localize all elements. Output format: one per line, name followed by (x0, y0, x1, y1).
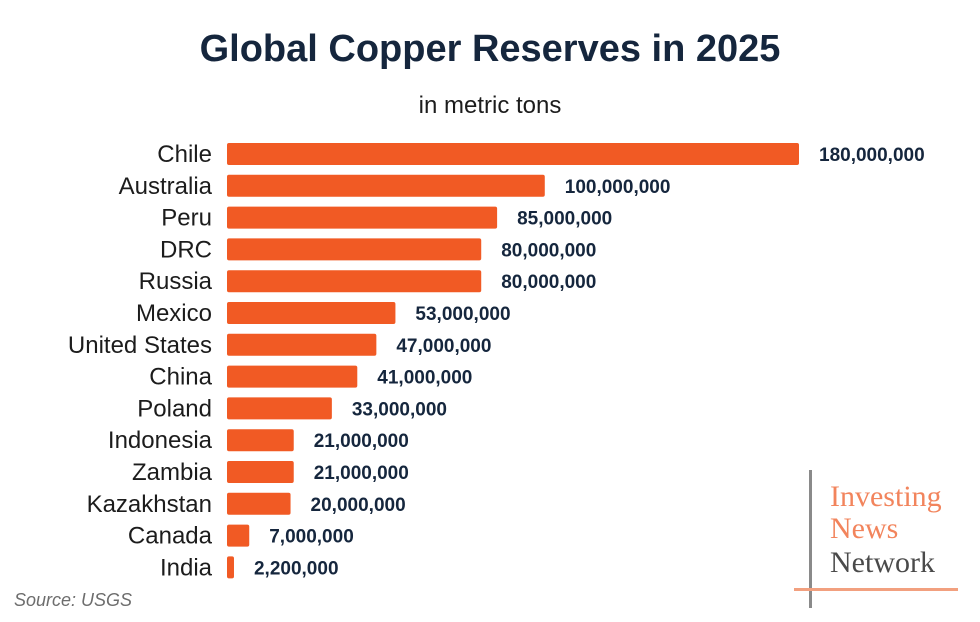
bar-drc (227, 238, 482, 261)
category-label-india: India (160, 554, 213, 581)
category-label-kazakhstan: Kazakhstan (87, 491, 212, 518)
bar-peru (227, 206, 498, 229)
category-label-china: China (149, 364, 212, 391)
bar-mexico (227, 302, 396, 324)
category-label-russia: Russia (139, 268, 213, 295)
value-label-zambia: 21,000,000 (314, 463, 409, 484)
category-label-peru: Peru (161, 205, 212, 232)
chart-subtitle: in metric tons (418, 92, 562, 119)
bar-united-states (227, 333, 377, 356)
category-label-canada: Canada (128, 523, 213, 550)
bar-australia (227, 174, 545, 197)
category-label-united-states: United States (68, 332, 212, 359)
value-label-russia: 80,000,000 (501, 272, 596, 293)
bar-canada (227, 524, 250, 547)
value-label-kazakhstan: 20,000,000 (311, 495, 406, 516)
bar-chile (227, 143, 799, 165)
category-label-chile: Chile (157, 141, 212, 168)
value-label-poland: 33,000,000 (352, 399, 447, 420)
value-label-united-states: 47,000,000 (396, 336, 491, 357)
category-label-australia: Australia (119, 173, 213, 200)
bar-china (227, 365, 358, 388)
value-label-canada: 7,000,000 (269, 527, 354, 548)
value-label-mexico: 53,000,000 (415, 304, 510, 325)
source-note: Source: USGS (14, 590, 133, 610)
value-label-chile: 180,000,000 (819, 145, 925, 166)
value-label-drc: 80,000,000 (501, 240, 596, 261)
category-label-indonesia: Indonesia (108, 427, 213, 454)
value-label-peru: 85,000,000 (517, 209, 612, 230)
category-label-poland: Poland (137, 395, 212, 422)
bar-zambia (227, 461, 294, 483)
value-label-australia: 100,000,000 (565, 177, 671, 198)
bar-poland (227, 397, 332, 420)
bar-kazakhstan (227, 492, 291, 515)
category-label-mexico: Mexico (136, 300, 212, 327)
value-label-china: 41,000,000 (377, 368, 472, 389)
bar-india (227, 556, 234, 579)
bar-indonesia (227, 429, 294, 452)
chart-title: Global Copper Reserves in 2025 (199, 28, 781, 70)
bar-russia (227, 270, 482, 293)
category-label-drc: DRC (160, 236, 212, 263)
value-label-india: 2,200,000 (254, 558, 339, 579)
category-label-zambia: Zambia (132, 459, 213, 486)
value-label-indonesia: 21,000,000 (314, 431, 409, 452)
